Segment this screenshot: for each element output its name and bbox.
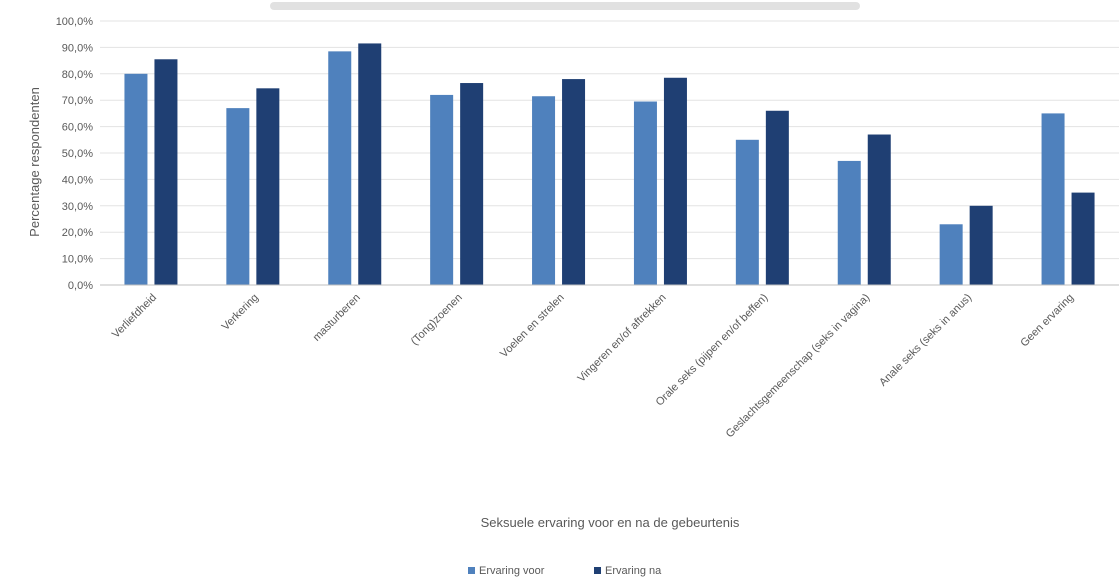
bar-voor [124, 73, 148, 285]
y-tick-label: 60,0% [62, 122, 93, 134]
legend-swatch [594, 567, 601, 574]
y-tick-label: 20,0% [62, 227, 93, 239]
bar-voor [939, 224, 963, 285]
category-label: Verkering [220, 292, 261, 333]
y-tick-label: 30,0% [62, 201, 93, 213]
y-tick-label: 0,0% [68, 280, 93, 292]
bar-na [867, 134, 891, 285]
bar-voor [532, 96, 556, 286]
category-label: Vingeren en/of aftrekken [575, 292, 668, 385]
y-tick-label: 80,0% [62, 69, 93, 81]
category-label: Anale seks (seks in anus) [877, 292, 974, 389]
y-tick-label: 70,0% [62, 95, 93, 107]
category-label: masturberen [311, 292, 363, 344]
gridlines [100, 20, 1119, 260]
category-label: Verliefdheid [110, 292, 159, 341]
bars [124, 43, 1095, 286]
category-label: Voelen en strelen [498, 292, 567, 361]
x-axis-title: Seksuele ervaring voor en na de gebeurte… [481, 515, 740, 530]
y-axis-title: Percentage respondenten [27, 87, 42, 237]
legend-swatch [468, 567, 475, 574]
title-placeholder-bar [270, 2, 860, 10]
legend-label: Ervaring voor [479, 565, 545, 577]
bar-na [1071, 192, 1095, 285]
bar-na [562, 79, 586, 285]
bar-voor [226, 108, 250, 286]
y-tick-label: 40,0% [62, 174, 93, 186]
bar-voor [1041, 113, 1065, 286]
category-label: (Tong)zoenen [409, 292, 465, 348]
bar-na [154, 59, 178, 285]
y-tick-label: 50,0% [62, 148, 93, 160]
y-axis-ticks: 0,0% 10,0% 20,0% 30,0% 40,0% 50,0% 60,0% 70,0% 8… [56, 16, 94, 292]
bar-na [460, 83, 484, 285]
x-axis-category-labels: Verliefdheid Verkering masturberen (Tong)zo… [110, 292, 1076, 441]
bar-na [969, 205, 993, 285]
y-tick-label: 90,0% [62, 42, 93, 54]
y-tick-label: 100,0% [56, 16, 94, 28]
bar-voor [837, 160, 861, 285]
legend: Ervaring voor Ervaring na [468, 565, 662, 577]
bar-na [765, 110, 789, 285]
bar-na [256, 88, 280, 285]
bar-voor [633, 101, 657, 286]
bar-na [358, 43, 382, 285]
bar-voor [735, 139, 759, 285]
category-label: Geen ervaring [1018, 292, 1076, 350]
bar-voor [430, 94, 454, 285]
y-tick-label: 10,0% [62, 254, 93, 266]
category-label: Orale seks (pijpen en/of beffen) [654, 292, 771, 409]
bar-na [663, 77, 687, 285]
bar-voor [328, 51, 352, 285]
legend-label: Ervaring na [605, 565, 662, 577]
